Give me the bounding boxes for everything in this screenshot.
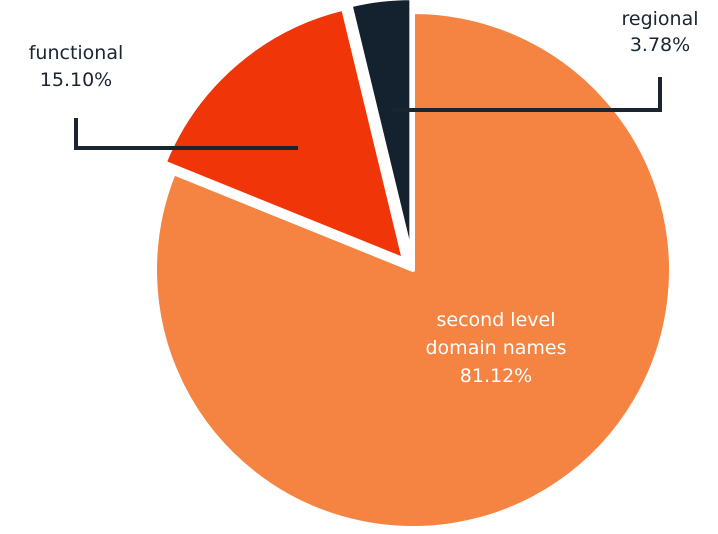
slice-label-second-level-domain-names: second level (437, 309, 556, 331)
slice-label-regional: regional (621, 8, 698, 30)
slice-value-functional: 15.10% (40, 69, 112, 91)
slice-value-second-level-domain-names: 81.12% (460, 365, 532, 387)
leader-line-functional (74, 118, 298, 150)
pie-slices (153, 0, 673, 530)
pie-slice-regional (348, 0, 414, 259)
slice-label-functional: functional (29, 42, 124, 64)
slice-label-second-level-domain-names: domain names (426, 337, 567, 359)
pie-labels: second level domain names 81.12% functional… (29, 8, 699, 387)
pie-slice-functional (162, 6, 406, 262)
leader-line-regional (392, 77, 662, 112)
slice-value-regional: 3.78% (630, 34, 690, 56)
pie-slice-second-level-domain-names (153, 10, 673, 530)
